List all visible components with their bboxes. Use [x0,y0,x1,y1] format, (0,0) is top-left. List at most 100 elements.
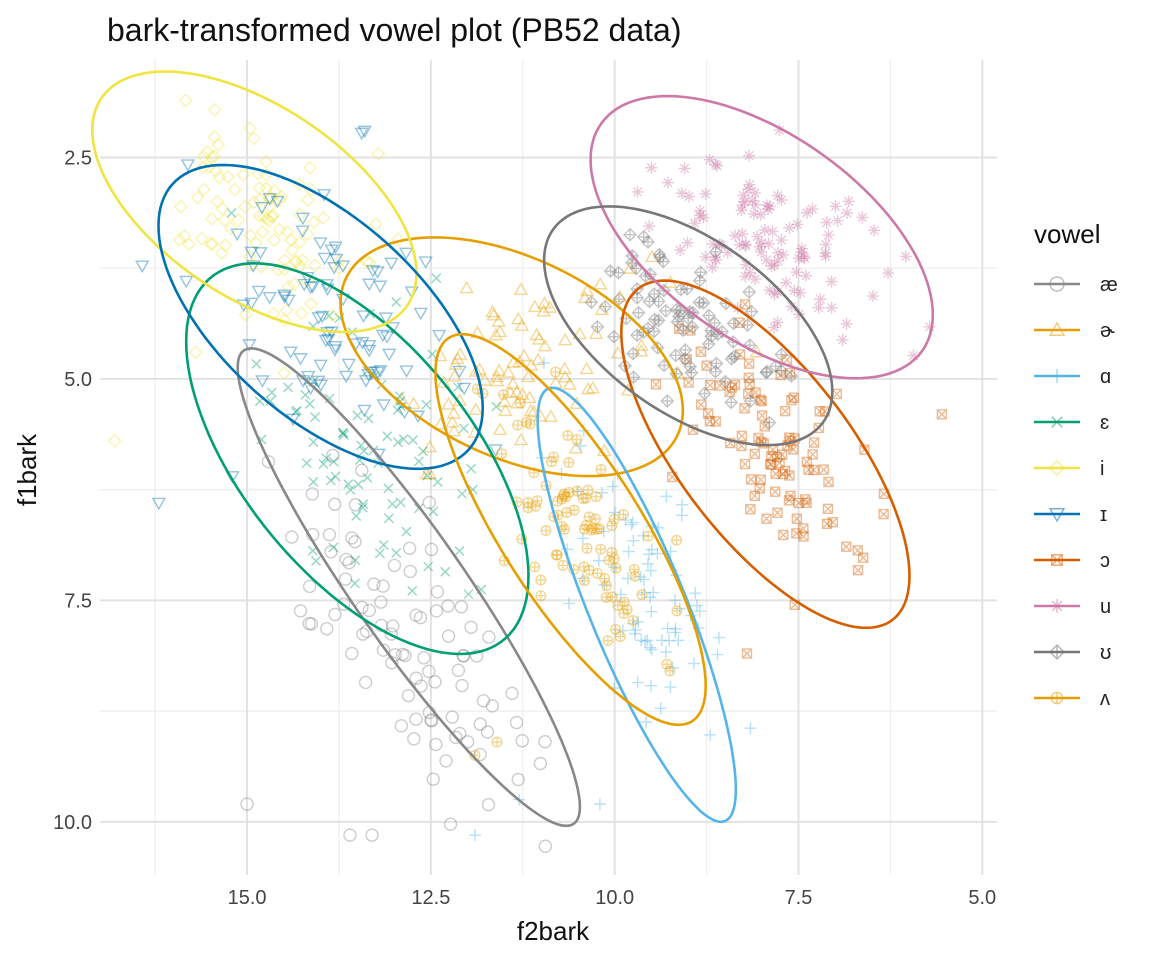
data-point [756,395,767,407]
data-point [300,193,315,208]
data-point [634,338,649,351]
data-point [413,610,428,625]
data-point [586,522,598,534]
data-point [557,369,573,383]
data-point [223,221,238,236]
data-point [763,200,776,213]
data-point [701,308,716,323]
data-point [289,254,304,269]
data-point [538,735,552,749]
data-point [432,477,443,488]
data-point [710,416,721,427]
data-point [535,590,547,602]
confidence-ellipse [536,386,738,824]
series-points [468,356,757,842]
data-point [923,320,936,333]
data-point [255,375,270,388]
data-point [533,756,548,771]
data-point [217,213,232,228]
data-point [644,591,657,604]
data-point [398,247,414,261]
data-point [243,121,258,136]
data-point [538,839,553,853]
data-point [557,490,569,502]
data-point [676,323,691,338]
data-point [290,406,301,417]
data-point [407,585,418,596]
data-point [608,561,621,574]
data-point [424,713,438,727]
data-point [383,513,394,524]
data-point [497,394,512,408]
data-point [661,176,674,189]
data-point [522,496,534,508]
data-point [614,588,627,601]
data-point [457,488,468,499]
data-point [831,388,843,400]
data-point [360,255,375,270]
data-point [384,257,399,271]
data-point [207,102,222,117]
data-point [743,393,758,408]
data-point [537,338,553,352]
data-point [262,213,277,228]
data-point [489,373,505,387]
series-points [240,448,553,853]
data-point [749,198,762,211]
data-point [324,244,339,258]
data-point [788,444,799,455]
data-point [376,579,390,593]
data-point [743,149,756,162]
data-point [641,634,654,647]
data-point [552,495,564,507]
data-point [530,352,546,366]
data-point [452,382,463,393]
data-point [341,358,357,372]
data-point [739,270,752,283]
data-point [588,326,604,340]
data-point [699,187,712,200]
data-point [771,451,783,463]
data-point [736,199,749,212]
data-point [721,246,734,259]
confidence-ellipse [157,163,485,471]
data-point [226,207,237,218]
data-point [709,356,724,371]
data-point [190,190,205,205]
data-point [454,545,465,556]
data-point [803,464,814,475]
data-point [424,542,439,557]
data-point [505,376,521,390]
data-point [218,238,233,253]
data-point [753,240,766,253]
data-point [744,722,757,735]
data-point [758,438,769,449]
data-point [281,294,296,308]
data-point [755,394,766,405]
data-point [660,490,673,503]
confidence-ellipses [90,70,935,828]
data-point [856,211,869,224]
data-point [361,278,377,292]
data-point [221,169,236,184]
data-point [374,595,388,609]
x-tick-label: 10.0 [595,887,634,909]
data-point [744,379,755,390]
data-point [820,216,833,229]
data-point [431,273,442,284]
data-point [857,552,869,563]
data-point [378,539,389,550]
data-point [251,285,267,299]
data-point [264,209,279,224]
data-point [736,227,749,240]
data-point [758,224,771,237]
data-point [766,450,777,462]
data-point [244,246,259,260]
data-point [583,511,595,523]
data-point [398,434,409,445]
data-point [318,334,334,348]
data-point [589,513,601,525]
data-point [791,528,802,539]
data-point [792,252,805,265]
